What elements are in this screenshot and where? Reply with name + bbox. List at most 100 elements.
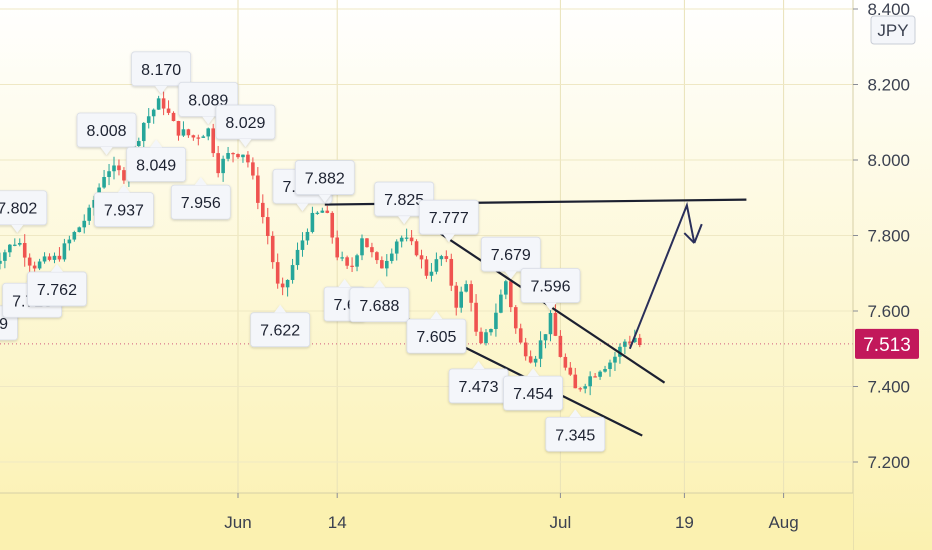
candle-body [385, 260, 389, 269]
price-label-pointer [569, 409, 582, 418]
candle-body [424, 259, 429, 276]
price-label-text: 7.956 [181, 195, 221, 212]
projection-path[interactable] [628, 201, 696, 350]
candle-body [464, 284, 468, 292]
candle-body [107, 171, 111, 178]
candle-body [280, 283, 285, 288]
candle-body [603, 368, 607, 372]
candle-body [583, 386, 587, 389]
x-tick-label: 19 [675, 513, 694, 532]
candle-body [42, 256, 47, 262]
price-label-pointer [338, 279, 351, 288]
last-price-tag: 7.513 [855, 328, 919, 359]
price-label: 7.454 [503, 368, 564, 411]
candle-body [221, 158, 225, 174]
candle-body [112, 165, 116, 172]
candle-body [275, 262, 280, 284]
candle-body [439, 256, 444, 260]
candle-body [394, 241, 399, 254]
candle-body [350, 265, 354, 267]
candle-body [8, 244, 12, 253]
candle-body [558, 335, 563, 357]
candle-body [330, 212, 335, 238]
candle-body [578, 388, 583, 390]
candle-body [137, 141, 141, 146]
y-tick-label: 7.600 [867, 302, 910, 321]
candle-body [206, 128, 211, 137]
candle-body [355, 255, 359, 267]
price-label-text: 7.679 [491, 247, 531, 264]
candle-body [176, 121, 181, 136]
y-tick-label: 7.200 [867, 453, 910, 472]
y-tick-label: 7.800 [867, 227, 910, 246]
candle-body [315, 212, 320, 214]
candle-body [3, 252, 7, 261]
candle-body [196, 137, 201, 139]
price-label: 7.345 [545, 409, 606, 452]
price-label: 7.762 [27, 263, 87, 307]
price-label-text: 7.802 [0, 201, 37, 218]
price-label-pointer [50, 263, 63, 272]
candle-body [216, 153, 220, 174]
candle-body [553, 312, 558, 336]
price-label: 8.029 [215, 104, 276, 148]
candle-body [265, 217, 270, 236]
candle-body [117, 165, 121, 171]
candle-body [241, 154, 245, 158]
candle-body [47, 256, 52, 260]
price-label-pointer [318, 194, 331, 203]
price-label: 7.473 [448, 360, 509, 404]
last-price-tag-bg [855, 328, 919, 359]
candle-body [404, 237, 409, 239]
price-label-text: 7.882 [305, 171, 345, 188]
price-label-text: 8.170 [141, 62, 181, 79]
candle-body [72, 232, 77, 240]
candle-body [528, 356, 533, 363]
y-tick-label: 8.200 [867, 76, 910, 95]
price-label-pointer [155, 85, 168, 94]
price-label: 7.679 [480, 236, 541, 280]
candle-body [261, 202, 265, 218]
candle-body [171, 112, 176, 122]
y-tick-label: 8.400 [867, 0, 910, 19]
candle-body [211, 128, 215, 154]
candle-body [479, 331, 483, 344]
candle-body [370, 247, 374, 253]
price-label: 7.622 [250, 304, 311, 348]
price-label-text: 7.69 [0, 316, 8, 333]
candle-body [414, 241, 419, 256]
candle-body [434, 259, 439, 272]
candle-body [365, 238, 369, 248]
candle-body [191, 135, 196, 138]
price-label-text: 7.345 [555, 427, 595, 444]
price-label-pointer [430, 311, 443, 320]
candle-body [201, 136, 206, 138]
candle-body [628, 341, 632, 343]
price-label-text: 7.454 [513, 386, 553, 403]
candle-body [633, 337, 637, 343]
currency-badge[interactable]: JPY [870, 15, 916, 45]
candle-body [444, 256, 449, 259]
candle-body [181, 129, 186, 136]
candle-body [548, 312, 553, 335]
price-label-text: 8.049 [136, 157, 176, 174]
y-tick-label: 8.000 [867, 151, 910, 170]
candle-body [290, 265, 295, 280]
price-label-pointer [373, 279, 386, 288]
candle-body [186, 129, 191, 136]
candle-body [52, 255, 57, 260]
candle-body [375, 252, 379, 261]
x-tick-label: Aug [768, 513, 798, 532]
price-label-box [215, 104, 276, 140]
candle-body [320, 210, 325, 213]
price-label-text: 7.473 [459, 379, 499, 396]
candle-body [335, 237, 339, 258]
price-label: 7.937 [94, 184, 154, 228]
candle-body [37, 261, 42, 269]
price-label-pointer [150, 139, 163, 148]
price-label-pointer [398, 216, 411, 225]
price-label-text: 7.605 [416, 329, 456, 346]
y-tick-label: 7.400 [867, 378, 910, 397]
